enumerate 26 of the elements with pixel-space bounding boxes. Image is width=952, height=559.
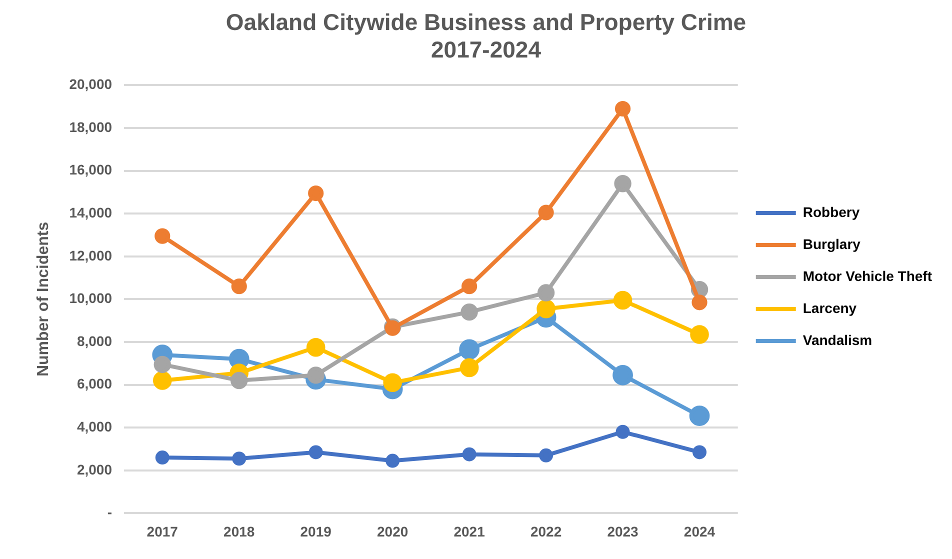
y-tick-label: 2,000 <box>76 461 112 478</box>
legend-label: Burglary <box>802 236 861 252</box>
legend-label: Vandalism <box>802 332 872 348</box>
y-tick-label: 10,000 <box>69 290 112 306</box>
legend-label: Robbery <box>802 204 860 220</box>
x-tick-label: 2018 <box>224 523 255 540</box>
y-tick-label: 18,000 <box>69 118 112 135</box>
y-tick-label: 14,000 <box>69 204 112 220</box>
y-tick-label: - <box>107 504 112 520</box>
chart-title: Oakland Citywide Business and Property Crime 2017-2024 <box>226 9 746 63</box>
x-tick-label: 2023 <box>607 523 639 540</box>
y-tick-label: 16,000 <box>69 162 112 178</box>
legend-label: Larceny <box>802 300 857 316</box>
x-tick-label: 2022 <box>530 523 562 540</box>
y-axis-title: Number of Incidents <box>35 222 52 377</box>
y-tick-label: 20,000 <box>69 76 112 92</box>
x-tick-label: 2020 <box>377 523 408 540</box>
legend-label: Motor Vehicle Theft <box>802 268 932 284</box>
y-tick-label: 6,000 <box>76 376 112 392</box>
x-tick-label: 2019 <box>300 523 332 540</box>
y-tick-label: 4,000 <box>76 418 112 434</box>
y-tick-label: 8,000 <box>76 332 112 349</box>
x-tick-label: 2024 <box>684 523 716 540</box>
y-tick-label: 12,000 <box>69 247 112 264</box>
x-tick-label: 2017 <box>146 523 178 540</box>
x-tick-label: 2021 <box>454 523 486 540</box>
